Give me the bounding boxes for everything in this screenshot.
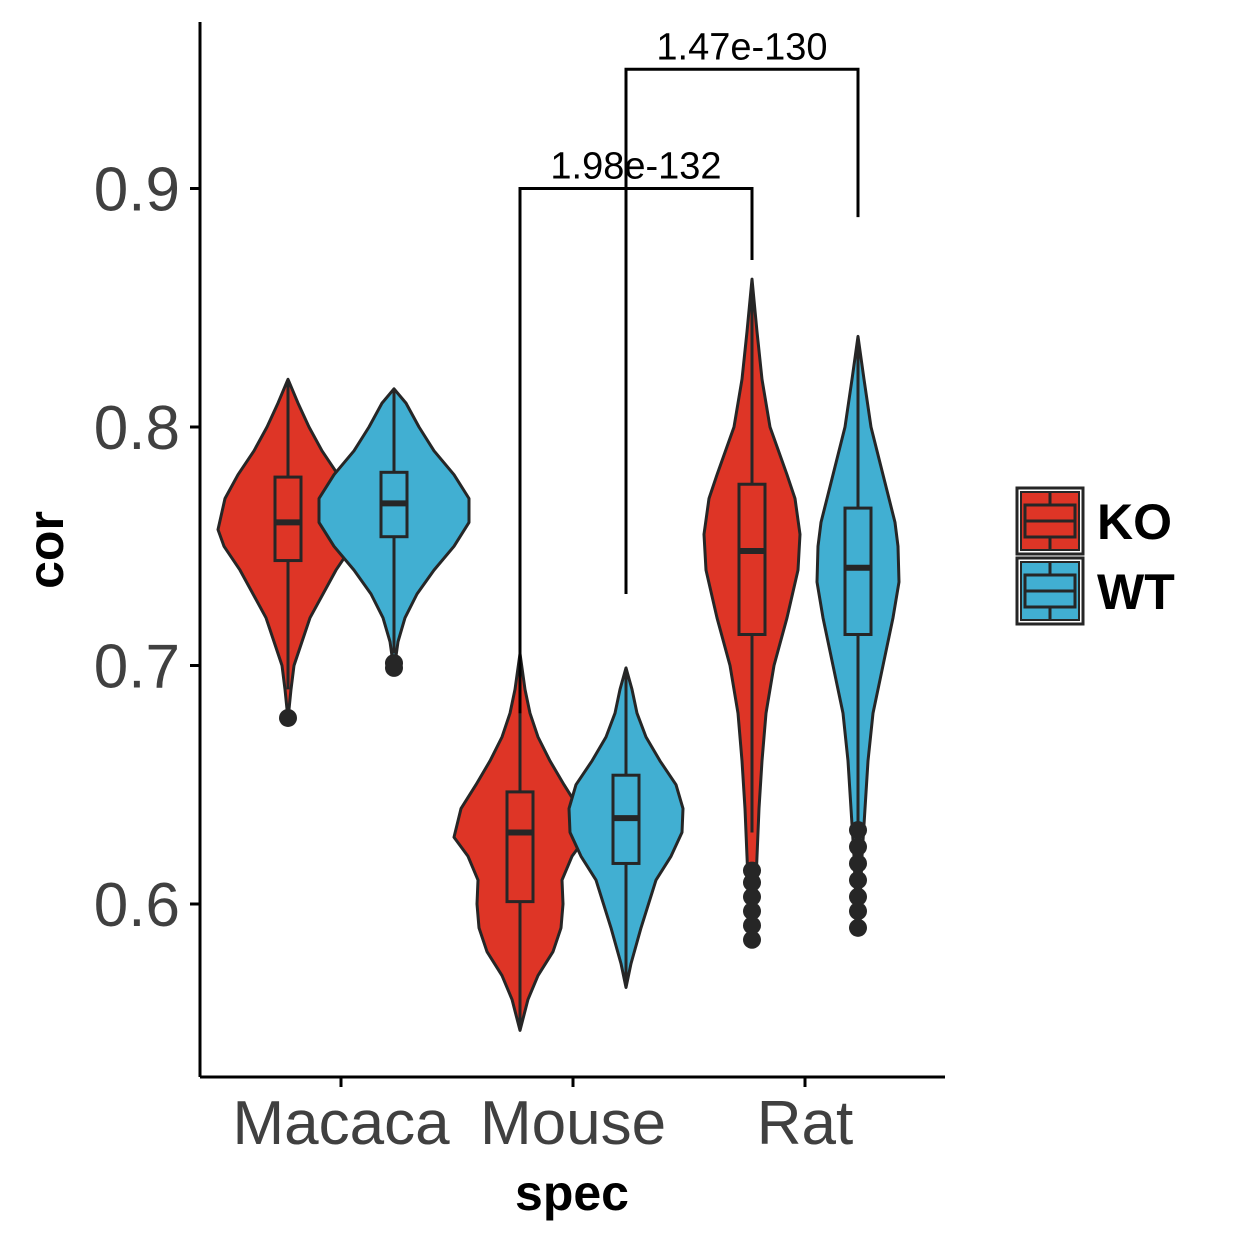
bracket-line — [624, 67, 860, 594]
x-ticks: Macaca Mouse Rat — [232, 1077, 853, 1158]
legend-label: KO — [1097, 494, 1172, 550]
box-ko-rat — [737, 482, 767, 636]
legend-item-wt: WT — [1015, 556, 1175, 626]
x-tick-label: Mouse — [480, 1089, 666, 1158]
outlier-point — [743, 902, 761, 921]
y-axis-title: cor — [18, 511, 74, 589]
legend-key-frame — [1015, 486, 1085, 556]
legend-label: WT — [1097, 564, 1175, 620]
violin-group-ko-macaca — [216, 377, 360, 727]
x-tick-label: Rat — [757, 1089, 853, 1158]
violin-group-ko-rat — [702, 277, 802, 949]
x-axis-title: spec — [515, 1165, 629, 1221]
box-wt-rat — [843, 506, 873, 636]
outlier-point — [743, 887, 761, 906]
outlier-point — [743, 861, 761, 880]
legend: KO WT — [1015, 486, 1175, 626]
outlier-point — [849, 821, 867, 840]
outlier-point — [849, 918, 867, 937]
y-tick-label: 0.9 — [94, 156, 180, 225]
outlier-point — [279, 708, 297, 727]
comparison-bracket-2: 1.47e-130 — [624, 26, 860, 594]
violin-group-wt-macaca — [317, 387, 471, 677]
comparison-bracket-1: 1.98e-132 — [518, 146, 754, 714]
outlier-point — [849, 887, 867, 906]
legend-key-frame — [1015, 556, 1085, 626]
outlier-point — [849, 854, 867, 873]
y-tick-label: 0.6 — [94, 871, 180, 940]
outlier-point — [849, 902, 867, 921]
p-value-label: 1.47e-130 — [656, 26, 827, 68]
violin-group-wt-mouse — [567, 666, 685, 989]
legend-item-ko: KO — [1015, 486, 1172, 556]
p-value-label: 1.98e-132 — [550, 146, 721, 188]
bracket-line — [518, 187, 754, 714]
outlier-point — [743, 916, 761, 935]
y-tick-label: 0.7 — [94, 633, 180, 702]
box-ko-mouse — [505, 790, 535, 904]
violin-group-wt-rat — [815, 334, 901, 937]
violins-layer — [216, 277, 901, 1032]
x-tick-label: Macaca — [232, 1089, 450, 1158]
violin-group-ko-mouse — [452, 652, 588, 1032]
outlier-point — [385, 654, 403, 673]
outlier-point — [849, 837, 867, 856]
y-tick-label: 0.8 — [94, 394, 180, 463]
outlier-point — [849, 871, 867, 890]
box-ko-macaca — [273, 475, 303, 563]
comparison-brackets: 1.98e-132 1.47e-130 — [518, 26, 860, 714]
outlier-point — [743, 930, 761, 949]
y-ticks: 0.6 0.7 0.8 0.9 — [94, 156, 200, 940]
